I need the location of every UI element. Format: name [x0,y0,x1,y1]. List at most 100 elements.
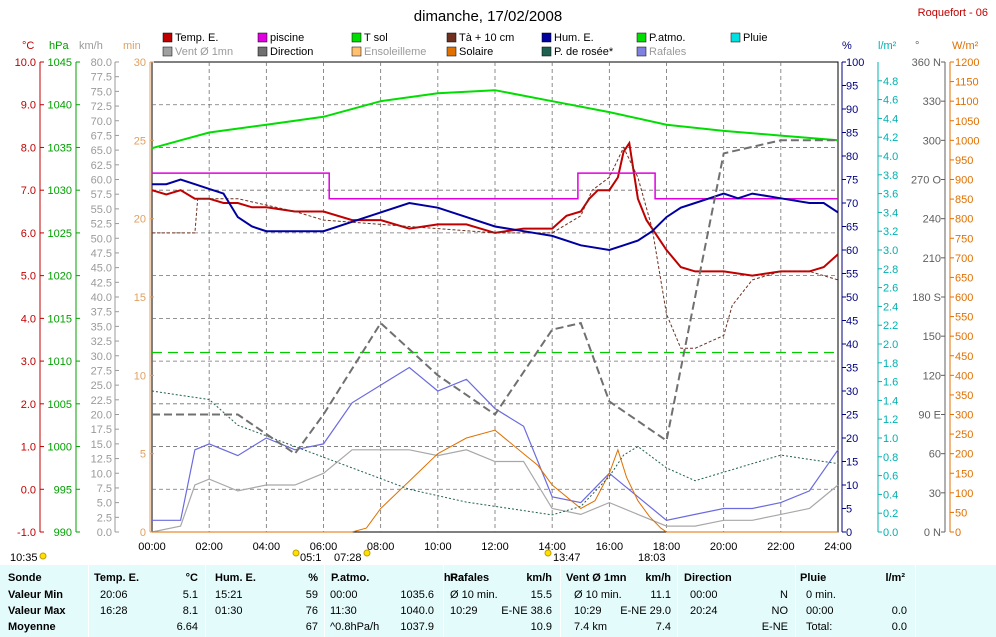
plot-area [151,89,839,533]
sun-marker [39,552,47,560]
table-cell: Ø 10 min. [450,589,498,601]
axis-tick-label-hum: 60 [846,245,858,257]
series-temp-e- [151,140,839,277]
legend-label: piscine [270,32,304,44]
axis-tick-label-solar: 950 [955,155,973,167]
legend-swatch [162,32,173,43]
legend-swatch [446,32,457,43]
sun-t4: 18:03 [638,552,666,564]
table-header: P.atmo. [331,572,370,584]
axis-tick-label-wind: 35.0 [91,321,112,333]
axis-tick-label-wind: 40.0 [91,292,112,304]
axis-tick-label-solar: 1150 [955,77,979,89]
axis-tick-label-rain: 4.0 [883,151,898,163]
axis-tick-label-solar: 700 [955,253,973,265]
table-header: Sonde [8,572,42,584]
axis-tick-label-solar: 100 [955,488,973,500]
table-header: l/m² [885,572,905,584]
axis-tick-label-wind: 0.0 [97,527,112,539]
sun-t2: 07:28 [334,552,362,564]
x-tick-label: 18:00 [653,541,681,553]
table-cell: 1040.0 [400,605,434,617]
axis-tick-label-rain: 1.6 [883,377,898,389]
legend-label: Ensoleilleme [364,46,426,58]
table-cell: NO [771,605,789,617]
axis-tick-label-press: 1015 [48,313,72,325]
table-cell: 76 [305,605,318,617]
axis-tick-label-dir: 30 [929,488,941,500]
legend-swatch [541,46,552,57]
axis-tick-label-solar: 650 [955,272,973,284]
axis-tick-label-dir: 60 [929,449,941,461]
axis-tick-label-rain: 3.0 [883,245,898,257]
axis-tick-label-hum: 0 [846,527,852,539]
legend-label: Tà + 10 cm [459,32,514,44]
axis-tick-label-dir: 330 [923,96,941,108]
axis-tick-label-temp: 10.0 [15,57,36,69]
sun-marker [363,549,371,557]
axis-tick-label-solar: 600 [955,292,973,304]
table-header: % [308,572,318,584]
axis-tick-label-press: 1040 [48,100,72,112]
unit-rain: l/m² [878,40,897,52]
axis-tick-label-wind: 7.5 [97,483,112,495]
table-cell: ^0.8hPa/h [330,621,380,633]
legend: Temp. E. piscine T sol Tà + 10 cm Hum. E. P.a… [162,32,767,58]
axis-tick-label-rain: 3.4 [883,207,898,219]
sun-marker [292,549,300,557]
sun-events: 10:35 05:1 07:28 13:47 18:03 [10,549,666,564]
series-rafales [152,366,839,521]
table-cell: 0 min. [806,589,836,601]
series-p-de-ros-e- [151,390,839,516]
legend-label: Solaire [459,46,493,58]
unit-press: hPa [49,40,69,52]
table-cell: 10:29 [450,605,478,617]
x-tick-label: 12:00 [481,541,509,553]
sun-t1: 05:1 [300,552,321,564]
unit-temp: °C [22,40,34,52]
axis-tick-label-sun: 10 [134,370,146,382]
axis-tick-label-press: 1045 [48,57,72,69]
axis-tick-label-solar: 0 [955,527,961,539]
axis-tick-label-dir: 210 [923,253,941,265]
axis-tick-label-hum: 100 [846,57,864,69]
table-separator [324,565,325,637]
axis-tick-label-rain: 4.2 [883,132,898,144]
axis-tick-label-solar: 750 [955,233,973,245]
unit-sun: min [123,40,141,52]
axis-tick-label-hum: 30 [846,386,858,398]
x-tick-label: 24:00 [824,541,852,553]
table-cell: Total: [806,621,833,633]
legend-label: Temp. E. [175,32,218,44]
table-cell: 01:30 [215,605,243,617]
series-hum-e- [152,178,839,252]
sun-t3: 13:47 [553,552,581,564]
axis-tick-label-sun: 25 [134,135,146,147]
table-cell: 15.5 [530,589,552,601]
table-cell: 67 [305,621,318,633]
axis-tick-label-press: 1010 [48,356,72,368]
axis-tick-label-wind: 57.5 [91,189,112,201]
legend-swatch [636,46,647,57]
axis-tick-label-sun: 30 [134,57,146,69]
axis-tick-label-dir: 240 [923,214,941,226]
series-direction [152,139,838,456]
axis-tick-label-hum: 40 [846,339,858,351]
table-header: km/h [526,572,552,584]
axis-tick-label-hum: 25 [846,410,858,422]
axis-tick-label-hum: 5 [846,504,852,516]
axis-tick-label-wind: 15.0 [91,439,112,451]
table-cell: 5.1 [182,589,198,601]
x-tick-label: 20:00 [710,541,738,553]
axis-tick-label-temp: 3.0 [21,356,36,368]
table-cell: 00:00 [690,589,718,601]
table-cell: 7.4 [655,621,671,633]
axis-tick-label-wind: 47.5 [91,248,112,260]
axis-tick-label-hum: 70 [846,198,858,210]
axis-tick-label-press: 1005 [48,399,72,411]
axis-tick-label-hum: 35 [846,363,858,375]
table-header: Direction [684,572,732,584]
legend-label: Hum. E. [554,32,594,44]
axis-tick-label-wind: 5.0 [97,498,112,510]
axis-tick-label-temp: 8.0 [21,142,36,154]
